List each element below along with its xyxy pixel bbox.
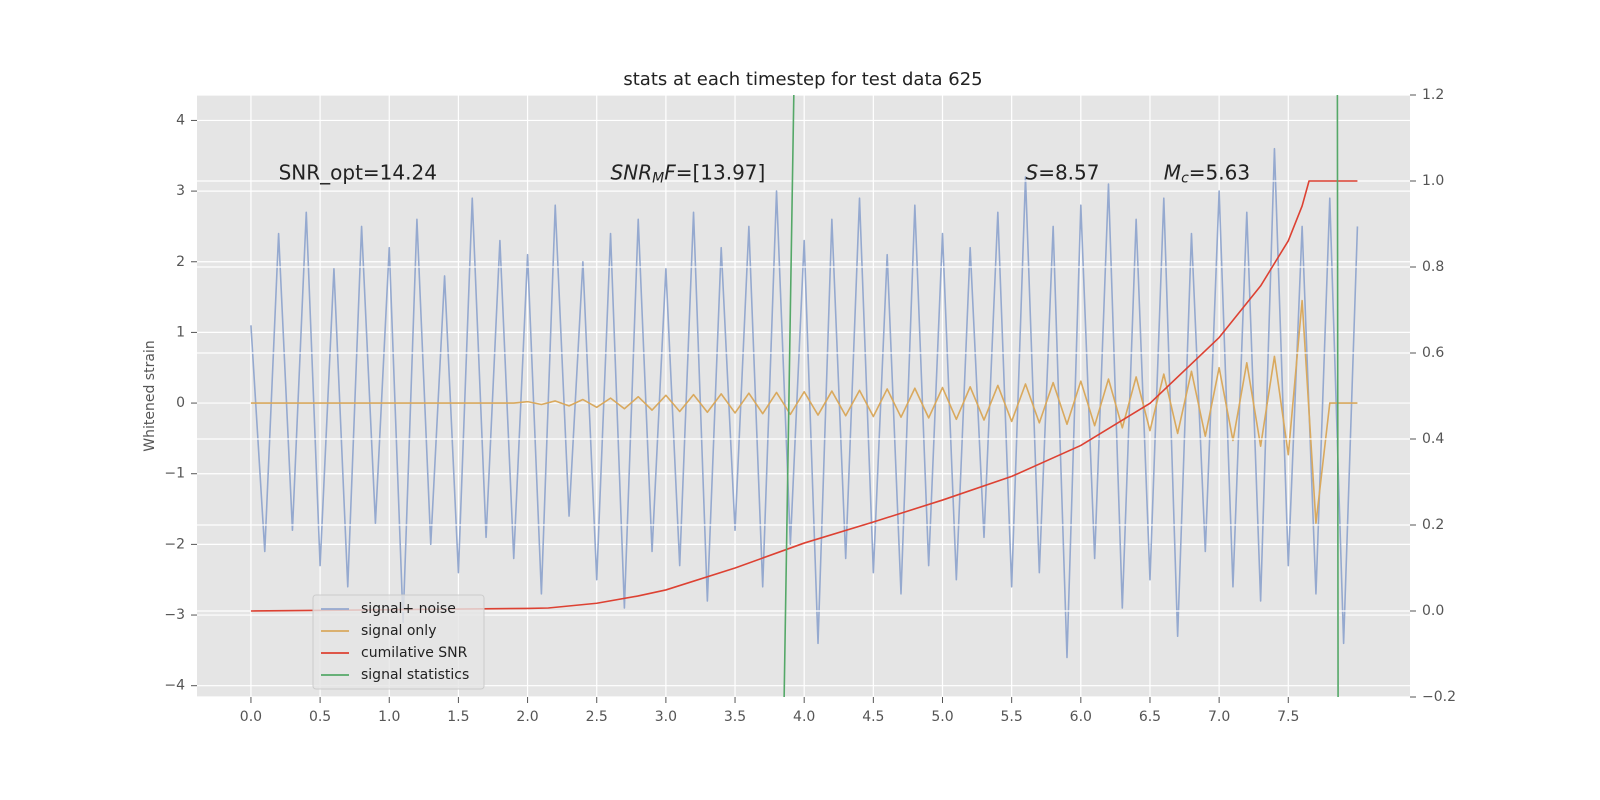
y-tick-label: 3	[176, 183, 185, 199]
x-tick-label: 3.5	[724, 709, 746, 725]
y-tick-label: −2	[164, 536, 185, 552]
y-tick-label: −1	[164, 466, 185, 482]
annotation-part: =8.57	[1038, 160, 1099, 184]
x-tick-label: 1.0	[378, 709, 400, 725]
y-tick-label: −3	[164, 607, 185, 623]
y2-tick-label: 1.2	[1422, 87, 1444, 103]
legend-label: signal only	[361, 623, 436, 639]
annotation-part: SNR_opt=14.24	[279, 160, 437, 184]
annotation-part: c	[1181, 170, 1189, 186]
annotation-part: SNR	[611, 160, 653, 184]
legend-label: signal+ noise	[361, 601, 456, 617]
series-line	[250, 180, 1358, 612]
x-tick-label: 7.5	[1277, 709, 1299, 725]
x-tick-label: 2.5	[586, 709, 608, 725]
y-tick-label: 4	[176, 112, 185, 128]
plot-content	[197, 95, 1410, 697]
annotation-part: F	[664, 160, 676, 184]
x-tick-label: 1.5	[447, 709, 469, 725]
x-tick-label: 5.5	[1001, 709, 1023, 725]
x-tick-label: 5.0	[931, 709, 953, 725]
y-tick-label: 2	[176, 254, 185, 270]
x-tick-label: 0.0	[240, 709, 262, 725]
legend-label: cumilative SNR	[361, 645, 468, 661]
y2-tick-label: 0.2	[1422, 517, 1444, 533]
chart-title: stats at each timestep for test data 625	[623, 69, 982, 90]
y2-tick-label: 1.0	[1422, 173, 1444, 189]
x-tick-label: 4.5	[862, 709, 884, 725]
annotation: SNRMF=[13.97]	[611, 160, 766, 187]
x-tick-label: 2.0	[516, 709, 538, 725]
x-tick-label: 6.0	[1070, 709, 1092, 725]
y-tick-label: −4	[164, 678, 185, 694]
y-axis-label: Whitened strain	[142, 340, 158, 451]
y-tick-label: 0	[176, 395, 185, 411]
annotation-part: S	[1025, 160, 1038, 184]
series-line	[250, 299, 1358, 524]
x-tick-label: 4.0	[793, 709, 815, 725]
annotation: S=8.57	[1025, 160, 1099, 184]
y2-tick-label: 0.8	[1422, 259, 1444, 275]
annotation-part: M	[652, 170, 664, 186]
annotation-part: =5.63	[1189, 160, 1250, 184]
y2-tick-label: −0.2	[1422, 689, 1456, 705]
annotation: SNR_opt=14.24	[279, 160, 437, 184]
x-tick-label: 3.0	[655, 709, 677, 725]
x-tick-label: 7.0	[1208, 709, 1230, 725]
x-tick-label: 6.5	[1139, 709, 1161, 725]
annotation-part: M	[1164, 160, 1181, 184]
y2-tick-label: 0.0	[1422, 603, 1444, 619]
x-tick-label: 0.5	[309, 709, 331, 725]
legend-label: signal statistics	[361, 667, 469, 683]
annotation: Mc=5.63	[1164, 160, 1250, 187]
legend-box	[312, 594, 485, 690]
series-line	[783, 95, 1339, 697]
series-line	[250, 147, 1359, 659]
y2-tick-label: 0.4	[1422, 431, 1444, 447]
y-tick-label: 1	[176, 324, 185, 340]
annotation-part: =[13.97]	[676, 160, 766, 184]
y2-tick-label: 0.6	[1422, 345, 1444, 361]
